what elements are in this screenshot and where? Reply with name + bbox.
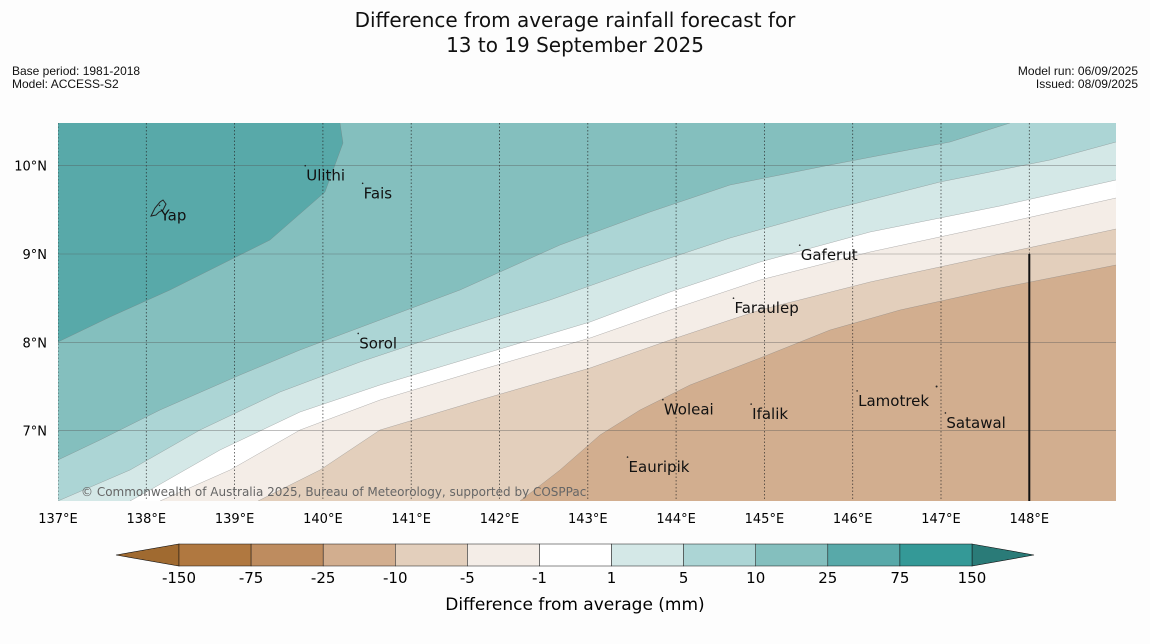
colorbar-swatch xyxy=(322,543,396,567)
place-marker xyxy=(856,390,858,392)
place-marker xyxy=(357,332,360,335)
lon-tick-label: 147°E xyxy=(921,512,961,527)
place-label-sorol: Sorol xyxy=(359,334,397,352)
colorbar-swatch xyxy=(467,543,540,567)
lon-tick-label: 144°E xyxy=(656,512,696,527)
lon-tick-label: 146°E xyxy=(833,512,873,527)
lon-tick-label: 137°E xyxy=(38,512,78,527)
colorbar-tick-label: 75 xyxy=(890,569,909,587)
place-marker xyxy=(798,244,801,246)
colorbar-tick-label: 1 xyxy=(607,569,617,587)
yap-island-outline xyxy=(150,199,167,217)
colorbar-tick-label: 5 xyxy=(679,569,689,587)
colorbar-swatch xyxy=(755,543,829,567)
title-line-1: Difference from average rainfall forecas… xyxy=(354,8,796,32)
place-label-ulithi: Ulithi xyxy=(306,167,345,185)
band-plus-25 xyxy=(58,123,343,342)
map-area: Ulithi Yap Fais Gaferut Faraulep Sorol Lamotre… xyxy=(58,123,1116,501)
place-label-gaferut: Gaferut xyxy=(801,246,858,264)
meta-left: Base period: 1981-2018 Model: ACCESS-S2 xyxy=(12,65,140,91)
colorbar: -150 -75 -25 -10 -5 -1 1 5 10 25 75 150 xyxy=(115,543,1035,587)
lat-tick-label: 7°N xyxy=(23,425,48,440)
colorbar-tick-label: -5 xyxy=(460,569,475,587)
colorbar-swatch xyxy=(683,543,756,567)
issued-text: Issued: 08/09/2025 xyxy=(1035,77,1138,91)
colorbar-extend-low xyxy=(115,543,180,567)
colorbar-tick-label: 25 xyxy=(818,569,837,587)
place-label-ifalik: Ifalik xyxy=(752,405,788,423)
colorbar-extend-high xyxy=(971,543,1035,567)
place-label-yap: Yap xyxy=(160,206,187,224)
meta-right: Model run: 06/09/2025 Issued: 08/09/2025 xyxy=(1018,65,1138,91)
place-marker xyxy=(304,164,307,167)
base-period-text: Base period: 1981-2018 xyxy=(12,64,141,78)
place-label-eauripik: Eauripik xyxy=(629,458,690,476)
lon-tick-label: 138°E xyxy=(127,512,167,527)
lon-tick-label: 139°E xyxy=(215,512,255,527)
lon-tick-label: 142°E xyxy=(480,512,520,527)
lon-tick-label: 141°E xyxy=(391,512,431,527)
lon-tick-label: 145°E xyxy=(745,512,785,527)
colorbar-swatch xyxy=(899,543,973,567)
colorbar-tick-label: -25 xyxy=(311,569,336,587)
colorbar-swatch xyxy=(178,543,252,567)
colorbar-tick-label: -10 xyxy=(383,569,408,587)
place-marker xyxy=(626,456,629,458)
place-marker xyxy=(732,297,735,299)
colorbar-tick-label: -75 xyxy=(239,569,264,587)
latitude-tick-labels: 10°N 9°N 8°N 7°N xyxy=(14,160,47,440)
place-label-satawal: Satawal xyxy=(946,414,1005,432)
colorbar-label: Difference from average (mm) xyxy=(445,595,704,615)
lon-tick-label: 140°E xyxy=(303,512,343,527)
lat-tick-label: 10°N xyxy=(14,160,47,175)
longitude-tick-labels: 137°E 138°E 139°E 140°E 141°E 142°E 143°E 144°E… xyxy=(38,512,1049,527)
place-marker xyxy=(662,398,664,401)
colorbar-swatch xyxy=(250,543,324,567)
title-line-2: 13 to 19 September 2025 xyxy=(446,33,704,57)
colorbar-tick-label: -1 xyxy=(532,569,547,587)
place-label-woleai: Woleai xyxy=(664,401,714,419)
copyright-text: © Commonwealth of Australia 2025, Bureau… xyxy=(81,485,586,499)
place-marker xyxy=(750,403,752,405)
model-text: Model: ACCESS-S2 xyxy=(12,77,119,91)
colorbar-tick-label: -150 xyxy=(162,569,196,587)
islet-marker xyxy=(935,385,938,388)
colorbar-swatch xyxy=(395,543,468,567)
place-labels: Ulithi Yap Fais Gaferut Faraulep Sorol Lamotre… xyxy=(158,164,1006,476)
lat-tick-label: 8°N xyxy=(23,336,48,351)
chart-title: Difference from average rainfall forecas… xyxy=(0,8,1150,58)
place-label-faraulep: Faraulep xyxy=(734,299,798,317)
colorbar-swatch xyxy=(611,543,684,567)
place-marker xyxy=(944,412,947,414)
place-marker xyxy=(361,182,364,185)
colorbar-tick-label: 10 xyxy=(746,569,765,587)
lat-tick-label: 9°N xyxy=(23,248,48,263)
place-label-fais: Fais xyxy=(364,184,393,202)
colorbar-swatch xyxy=(539,543,612,567)
lon-tick-label: 143°E xyxy=(568,512,608,527)
place-label-lamotrek: Lamotrek xyxy=(858,392,929,410)
colorbar-swatch xyxy=(827,543,901,567)
place-marker xyxy=(158,204,161,207)
lon-tick-label: 148°E xyxy=(1010,512,1050,527)
colorbar-tick-label: 150 xyxy=(958,569,987,587)
model-run-text: Model run: 06/09/2025 xyxy=(1017,64,1138,78)
